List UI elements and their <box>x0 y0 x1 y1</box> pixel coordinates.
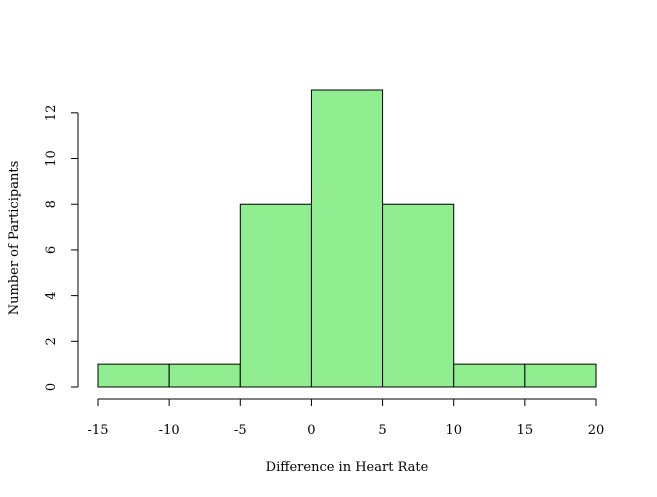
y-tick-label-1: 2 <box>44 337 59 345</box>
y-tick-label-4: 8 <box>44 200 59 208</box>
x-tick-label-6: 15 <box>517 423 534 438</box>
histogram-bar-1 <box>168 363 241 388</box>
y-tick-label-3: 6 <box>44 246 59 254</box>
y-tick-label-2: 4 <box>44 291 59 299</box>
x-tick-label-2: -5 <box>234 423 247 438</box>
histogram-bar-2 <box>239 203 312 388</box>
histogram-bar-4 <box>382 203 455 388</box>
x-tick-label-7: 20 <box>588 423 605 438</box>
y-axis: 0 2 4 6 8 10 12 <box>44 105 79 391</box>
y-tick-label-6: 12 <box>44 105 59 122</box>
bars-group <box>97 89 597 388</box>
y-tick-label-5: 10 <box>44 150 59 167</box>
y-tick-label-0: 0 <box>44 383 59 391</box>
histogram-bar-6 <box>524 363 597 388</box>
histogram-bar-0 <box>97 363 170 388</box>
histogram-bar-5 <box>453 363 526 388</box>
x-tick-label-1: -10 <box>159 423 180 438</box>
x-tick-label-3: 0 <box>307 423 315 438</box>
x-tick-label-0: -15 <box>88 423 109 438</box>
x-tick-label-5: 10 <box>445 423 462 438</box>
histogram-bar-3 <box>310 89 384 388</box>
x-axis-title: Difference in Heart Rate <box>266 460 429 475</box>
x-tick-label-4: 5 <box>378 423 386 438</box>
y-axis-title: Number of Participants <box>7 161 22 316</box>
x-axis: -15 -10 -5 0 5 10 15 20 <box>88 398 605 438</box>
